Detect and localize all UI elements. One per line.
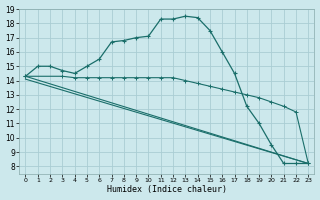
- X-axis label: Humidex (Indice chaleur): Humidex (Indice chaleur): [107, 185, 227, 194]
